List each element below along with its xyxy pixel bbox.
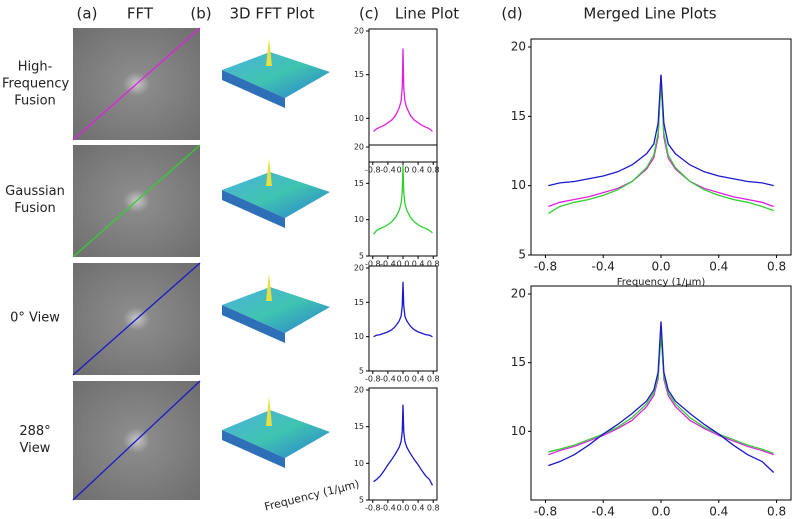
- y-tick-label: 15: [354, 179, 364, 188]
- panel-title: Line Plot: [395, 5, 459, 23]
- x-tick-label: 0.8: [427, 504, 440, 513]
- x-tick-label: 0.4: [412, 260, 425, 269]
- panel-letter: (d): [501, 5, 522, 23]
- x-tick-label: 0.0: [651, 260, 670, 274]
- x-tick-label: 0.8: [427, 166, 440, 175]
- surface-side: [222, 430, 285, 468]
- x-tick-label: -0.4: [380, 375, 396, 384]
- x-tick-label: 0.8: [767, 505, 786, 519]
- x-tick-label: 0.0: [397, 260, 410, 269]
- row-label: 0° View: [10, 310, 60, 326]
- x-tick-label: -0.8: [365, 504, 381, 513]
- series-line: [548, 74, 774, 208]
- y-tick-label: 5: [518, 248, 526, 262]
- y-tick-label: 15: [354, 422, 364, 431]
- y-tick-label: 15: [354, 70, 364, 79]
- x-tick-label: 0.4: [709, 260, 728, 274]
- surface-peak: [266, 158, 272, 186]
- series-line: [548, 74, 774, 187]
- panel-title: 3D FFT Plot: [229, 5, 314, 23]
- x-tick-label: -0.4: [380, 504, 396, 513]
- x-tick-label: -0.4: [592, 505, 615, 519]
- fft-line: [72, 144, 201, 258]
- fft-line: [72, 27, 201, 141]
- y-tick-label: 20: [354, 143, 364, 152]
- row-label: High-Frequency Fusion: [2, 59, 70, 109]
- series-line: [547, 81, 774, 214]
- x-tick-label: 0.8: [427, 260, 440, 269]
- surface-peak: [266, 273, 272, 301]
- x-tick-label: 0.0: [651, 505, 670, 519]
- panel-letter: (b): [190, 5, 211, 23]
- plot-frame: [530, 285, 792, 501]
- series-line: [373, 404, 434, 486]
- x-tick-label: 0.0: [397, 375, 410, 384]
- series-line: [548, 335, 774, 454]
- x-tick-label: -0.4: [380, 166, 396, 175]
- y-tick-label: 20: [354, 264, 364, 273]
- x-tick-label: 0.8: [427, 375, 440, 384]
- row-label: Gaussian Fusion: [5, 184, 65, 216]
- y-tick-label: 20: [511, 287, 526, 301]
- panel-letter: (c): [359, 5, 379, 23]
- surface-side: [222, 70, 285, 108]
- x-tick-label: -0.4: [592, 260, 615, 274]
- y-tick-label: 5: [359, 367, 364, 376]
- surface-peak: [266, 396, 272, 426]
- y-tick-label: 10: [354, 459, 364, 468]
- y-tick-label: 20: [511, 40, 526, 54]
- row-label: 288° View: [19, 424, 51, 456]
- y-tick-label: 10: [511, 424, 526, 438]
- surface: [222, 172, 330, 218]
- y-tick-label: 10: [354, 332, 364, 341]
- y-tick-label: 15: [354, 298, 364, 307]
- y-tick-label: 5: [359, 252, 364, 261]
- x-tick-label: -0.8: [534, 505, 557, 519]
- panel-letter: (a): [77, 5, 98, 23]
- plot-frame: [530, 38, 792, 256]
- y-tick-label: 15: [511, 109, 526, 123]
- series-line: [548, 321, 775, 474]
- surface: [222, 287, 330, 333]
- surface-side: [222, 190, 285, 228]
- x-tick-label: 0.4: [412, 504, 425, 513]
- x-tick-label: 0.0: [397, 504, 410, 513]
- x-axis-label: Frequency (1/μm): [617, 277, 706, 288]
- surface: [222, 410, 330, 458]
- surface-axis-label: Frequency (1/μm): [263, 477, 361, 513]
- y-tick-label: 15: [511, 355, 526, 369]
- x-tick-label: 0.4: [412, 166, 425, 175]
- y-tick-label: 10: [511, 178, 526, 192]
- surface-peak: [266, 38, 272, 66]
- x-tick-label: -0.8: [365, 166, 381, 175]
- x-tick-label: 0.4: [709, 505, 728, 519]
- fft-line: [72, 380, 201, 501]
- x-tick-label: -0.8: [365, 375, 381, 384]
- series-line: [373, 48, 433, 132]
- surface-plots: Frequency (1/μm): [222, 38, 361, 514]
- x-tick-label: -0.4: [380, 260, 396, 269]
- surface-side: [222, 305, 285, 343]
- y-tick-label: 5: [359, 496, 364, 505]
- x-tick-label: -0.8: [365, 260, 381, 269]
- y-tick-label: 20: [354, 386, 364, 395]
- series-line: [373, 281, 433, 338]
- fft-images: [72, 27, 201, 501]
- series-line: [373, 165, 433, 235]
- x-tick-label: -0.8: [534, 260, 557, 274]
- series-line: [548, 328, 774, 456]
- panel-title: FFT: [127, 5, 154, 23]
- surface: [222, 52, 330, 98]
- x-tick-label: 0.8: [767, 260, 786, 274]
- panel-title: Merged Line Plots: [583, 5, 716, 23]
- y-tick-label: 10: [354, 114, 364, 123]
- y-tick-label: 20: [354, 27, 364, 36]
- y-tick-label: 10: [354, 215, 364, 224]
- x-tick-label: 0.4: [412, 375, 425, 384]
- fft-line: [72, 262, 201, 376]
